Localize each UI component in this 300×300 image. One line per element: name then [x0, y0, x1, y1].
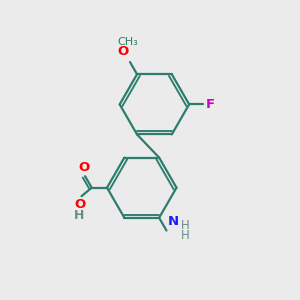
Text: H: H	[181, 229, 190, 242]
Text: F: F	[206, 98, 214, 111]
Text: O: O	[74, 198, 86, 211]
Text: O: O	[78, 161, 89, 174]
Text: N: N	[168, 215, 179, 228]
Text: CH₃: CH₃	[118, 37, 139, 47]
Text: O: O	[117, 46, 128, 59]
Text: H: H	[74, 208, 84, 222]
Text: H: H	[181, 219, 190, 232]
